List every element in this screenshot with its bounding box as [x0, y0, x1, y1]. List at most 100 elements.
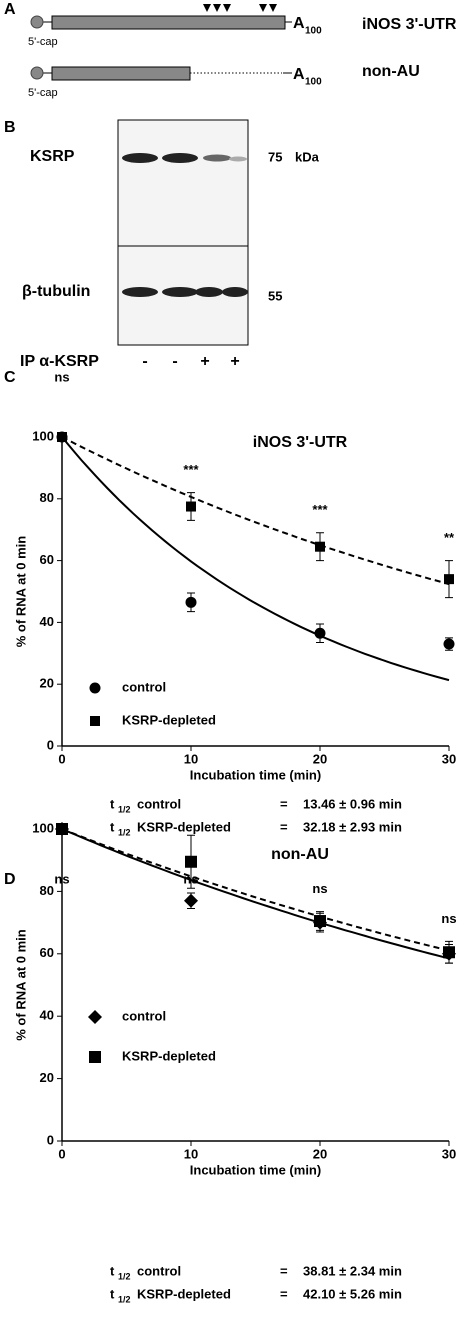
half-life-eq: = — [280, 819, 288, 834]
y-tick-label: 0 — [47, 1132, 54, 1147]
size-label: 75 — [268, 149, 282, 164]
significance-label: *** — [183, 462, 199, 477]
half-life-t: t — [110, 819, 115, 834]
point — [443, 638, 455, 650]
significance-label: ns — [54, 369, 69, 384]
half-life-sub: 1/2 — [118, 1271, 131, 1281]
half-life-value: 42.10 ± 5.26 min — [303, 1286, 402, 1301]
x-tick-label: 30 — [442, 751, 456, 766]
x-tick-label: 10 — [184, 1146, 198, 1161]
half-life-sub: 1/2 — [118, 1294, 131, 1304]
legend-label: control — [122, 1008, 166, 1023]
tail-sub: 100 — [305, 26, 322, 37]
construct-name: iNOS 3'-UTR — [362, 16, 457, 33]
point — [57, 432, 67, 442]
significance-label: ns — [54, 871, 69, 886]
significance-label: ** — [444, 530, 455, 545]
legend-marker — [89, 682, 101, 694]
half-life-value: 32.18 ± 2.93 min — [303, 819, 402, 834]
cap-label: 5'-cap — [28, 36, 58, 48]
significance-label: ns — [441, 911, 456, 926]
y-tick-label: 20 — [40, 676, 54, 691]
protein-label: β-tubulin — [22, 283, 90, 300]
y-tick-label: 40 — [40, 1008, 54, 1023]
point — [185, 596, 197, 608]
half-life-value: 38.81 ± 2.34 min — [303, 1263, 402, 1278]
significance-label: ns — [312, 881, 327, 896]
x-tick-label: 0 — [58, 751, 65, 766]
size-unit: kDa — [295, 149, 320, 164]
point — [184, 893, 198, 908]
half-life-sub: 1/2 — [118, 804, 131, 814]
x-tick-label: 0 — [58, 1146, 65, 1161]
half-life-name: KSRP-depleted — [137, 819, 231, 834]
construct: 5'-cap A 100 iNOS 3'-UTR — [28, 4, 457, 48]
y-axis-label: % of RNA at 0 min — [13, 536, 28, 648]
tail-label: A — [293, 66, 305, 83]
half-life-eq: = — [280, 1286, 288, 1301]
y-tick-label: 20 — [40, 1070, 54, 1085]
significance-label: ns — [183, 871, 198, 886]
are-markers — [203, 4, 277, 12]
y-tick-label: 60 — [40, 552, 54, 567]
point — [314, 627, 326, 639]
x-tick-label: 30 — [442, 1146, 456, 1161]
point — [185, 855, 197, 868]
lane-label: + — [230, 353, 239, 370]
x-tick-label: 20 — [313, 751, 327, 766]
tail-label: A — [293, 15, 305, 32]
legend-label: control — [122, 679, 166, 694]
y-tick-label: 80 — [40, 490, 54, 505]
lane-label: - — [142, 353, 147, 370]
utr-box — [51, 15, 286, 30]
half-life-t: t — [110, 796, 115, 811]
construct: 5'-cap A 100 non-AU — [28, 63, 420, 99]
point — [444, 574, 454, 585]
significance-label: *** — [312, 502, 328, 517]
half-life-value: 13.46 ± 0.96 min — [303, 796, 402, 811]
legend-label: KSRP-depleted — [122, 712, 216, 727]
point — [186, 501, 196, 512]
half-life-eq: = — [280, 1263, 288, 1278]
legend-marker — [89, 1051, 101, 1063]
y-tick-label: 40 — [40, 614, 54, 629]
lane-label: + — [200, 353, 209, 370]
chart-title: iNOS 3'-UTR — [253, 434, 348, 451]
half-life-name: control — [137, 796, 181, 811]
panel-label: C — [4, 369, 16, 386]
construct-name: non-AU — [362, 63, 420, 80]
y-tick-label: 60 — [40, 945, 54, 960]
fit-curve — [61, 828, 450, 960]
y-axis-label: % of RNA at 0 min — [13, 929, 28, 1041]
size-label: 55 — [268, 288, 282, 303]
y-tick-label: 80 — [40, 883, 54, 898]
point — [314, 915, 326, 928]
lane-label: - — [172, 353, 177, 370]
fit-curve — [61, 436, 450, 682]
panel-label: A — [4, 1, 16, 18]
x-axis-label: Incubation time (min) — [190, 767, 321, 782]
y-tick-label: 100 — [32, 820, 54, 835]
protein-label: KSRP — [30, 148, 75, 165]
chart-title: non-AU — [271, 846, 329, 863]
cap-icon — [30, 66, 44, 80]
fit-curve — [61, 828, 450, 952]
legend-marker — [90, 716, 100, 726]
fit-curve — [61, 436, 450, 586]
point — [443, 946, 455, 959]
half-life-sub: 1/2 — [118, 827, 131, 837]
x-tick-label: 10 — [184, 751, 198, 766]
legend-label: KSRP-depleted — [122, 1048, 216, 1063]
cap-icon — [30, 15, 44, 29]
ip-label: IP α-KSRP — [20, 353, 99, 370]
y-tick-label: 100 — [32, 428, 54, 443]
x-tick-label: 20 — [313, 1146, 327, 1161]
bands — [122, 153, 248, 297]
point — [315, 541, 325, 552]
half-life-name: control — [137, 1263, 181, 1278]
half-life-t: t — [110, 1263, 115, 1278]
half-life-name: KSRP-depleted — [137, 1286, 231, 1301]
point — [56, 823, 68, 835]
tail-sub: 100 — [305, 77, 322, 88]
